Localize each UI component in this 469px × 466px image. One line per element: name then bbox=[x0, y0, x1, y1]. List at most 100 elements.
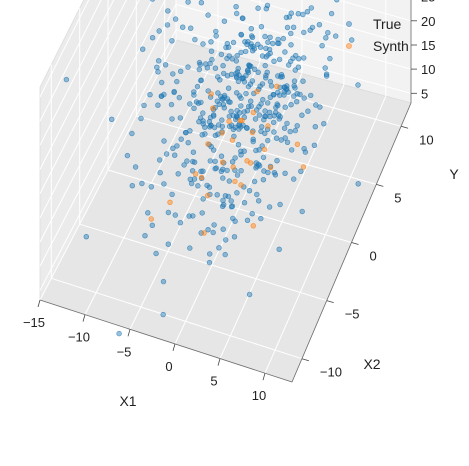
true-point bbox=[284, 120, 290, 127]
synth-point bbox=[220, 159, 226, 165]
true-point bbox=[252, 66, 258, 73]
true-point bbox=[229, 203, 236, 209]
true-point bbox=[284, 24, 291, 31]
true-point bbox=[132, 164, 139, 170]
true-point bbox=[323, 73, 330, 79]
true-point bbox=[228, 198, 234, 204]
true-point bbox=[241, 184, 247, 190]
true-point bbox=[181, 162, 187, 168]
true-point bbox=[261, 116, 267, 123]
true-point bbox=[244, 125, 250, 131]
synth-point bbox=[205, 141, 211, 147]
x-tick-mark bbox=[172, 343, 176, 352]
true-point bbox=[287, 128, 293, 135]
true-point bbox=[185, 0, 191, 5]
true-point bbox=[246, 103, 252, 110]
true-point bbox=[145, 210, 151, 216]
true-point bbox=[219, 117, 225, 123]
true-point bbox=[138, 115, 144, 122]
true-point bbox=[205, 227, 211, 233]
true-point bbox=[207, 251, 213, 257]
x-axis-label: X1 bbox=[119, 393, 136, 409]
true-point bbox=[216, 101, 223, 108]
true-point bbox=[234, 90, 240, 96]
synth-point bbox=[300, 164, 307, 170]
true-point bbox=[155, 102, 161, 108]
true-point bbox=[185, 64, 191, 70]
true-point bbox=[220, 62, 226, 69]
true-point bbox=[271, 119, 277, 126]
tick-marks bbox=[37, 20, 417, 381]
true-point bbox=[267, 34, 273, 40]
synth-point bbox=[250, 223, 257, 229]
true-point bbox=[207, 114, 214, 121]
true-point bbox=[275, 36, 281, 43]
true-point bbox=[207, 124, 213, 130]
true-point bbox=[275, 102, 281, 109]
true-point bbox=[161, 138, 167, 144]
true-point bbox=[223, 237, 229, 243]
true-point bbox=[230, 39, 237, 46]
true-point bbox=[212, 166, 218, 172]
true-point bbox=[245, 38, 251, 45]
z-tick-label: 5 bbox=[421, 86, 428, 101]
synth-point bbox=[238, 182, 244, 188]
true-point bbox=[304, 8, 311, 15]
true-point bbox=[249, 33, 255, 39]
true-point bbox=[259, 53, 266, 59]
x-tick-mark bbox=[82, 314, 86, 322]
true-point bbox=[116, 330, 122, 337]
true-point bbox=[225, 85, 232, 91]
true-point bbox=[323, 71, 330, 77]
true-point bbox=[288, 101, 294, 108]
true-point bbox=[221, 70, 227, 77]
true-point bbox=[165, 209, 172, 216]
true-point bbox=[191, 89, 197, 95]
true-point bbox=[83, 234, 90, 240]
true-point bbox=[290, 55, 296, 61]
true-point bbox=[257, 44, 264, 50]
true-point bbox=[208, 39, 214, 45]
true-point bbox=[282, 104, 288, 110]
z-tick-label: 15 bbox=[421, 38, 435, 53]
true-point bbox=[262, 108, 268, 114]
true-point bbox=[299, 208, 305, 215]
true-point bbox=[205, 12, 211, 18]
true-point bbox=[234, 107, 240, 114]
true-point bbox=[198, 230, 204, 236]
true-point bbox=[247, 81, 254, 87]
true-point bbox=[317, 104, 323, 110]
true-point bbox=[264, 69, 270, 76]
y-grid-floor bbox=[136, 115, 377, 185]
y-tick-label: −10 bbox=[320, 365, 342, 380]
true-point bbox=[256, 112, 263, 118]
true-point bbox=[301, 146, 307, 152]
true-point bbox=[191, 159, 198, 165]
true-point bbox=[232, 124, 238, 131]
true-point bbox=[271, 58, 277, 64]
synth-point bbox=[198, 174, 205, 181]
true-point bbox=[161, 181, 167, 187]
true-point bbox=[271, 112, 277, 119]
true-point bbox=[246, 188, 253, 194]
true-point bbox=[206, 184, 213, 190]
true-point bbox=[301, 29, 307, 36]
true-point bbox=[196, 66, 203, 73]
true-point bbox=[139, 180, 145, 187]
true-point bbox=[260, 177, 267, 183]
true-point bbox=[248, 26, 255, 32]
true-point bbox=[263, 5, 269, 12]
true-point bbox=[157, 157, 163, 163]
true-point bbox=[322, 65, 328, 71]
true-point bbox=[271, 129, 277, 135]
y-grid-floor bbox=[51, 277, 303, 360]
true-point bbox=[355, 82, 361, 88]
true-point bbox=[214, 98, 221, 104]
x-tick-mark bbox=[262, 373, 266, 381]
true-point bbox=[281, 125, 288, 131]
true-point bbox=[244, 217, 251, 224]
true-point bbox=[171, 89, 177, 96]
true-point bbox=[154, 64, 160, 71]
true-point bbox=[220, 197, 226, 204]
true-point bbox=[124, 152, 131, 159]
